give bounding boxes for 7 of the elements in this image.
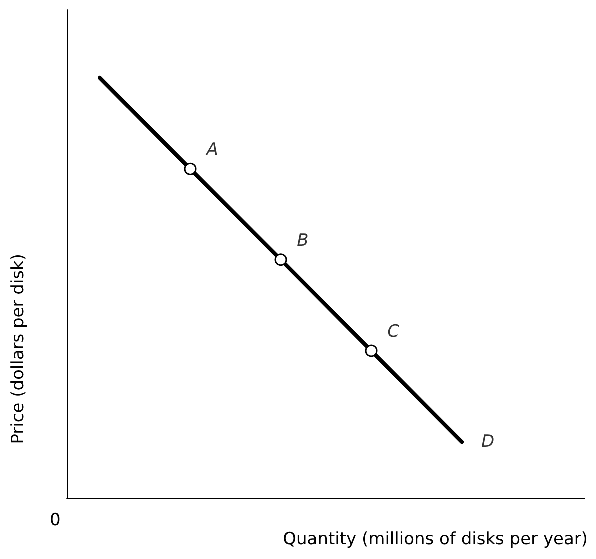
annotation: D <box>481 432 495 452</box>
annotation: B <box>297 230 309 251</box>
annotation: C <box>388 322 400 342</box>
y-axis-title: Price (dollars per disk) <box>8 254 28 444</box>
text: 0 <box>50 510 61 530</box>
x-axis-title: Quantity (millions of disks per year) <box>283 530 588 550</box>
annotation: A <box>206 140 218 160</box>
